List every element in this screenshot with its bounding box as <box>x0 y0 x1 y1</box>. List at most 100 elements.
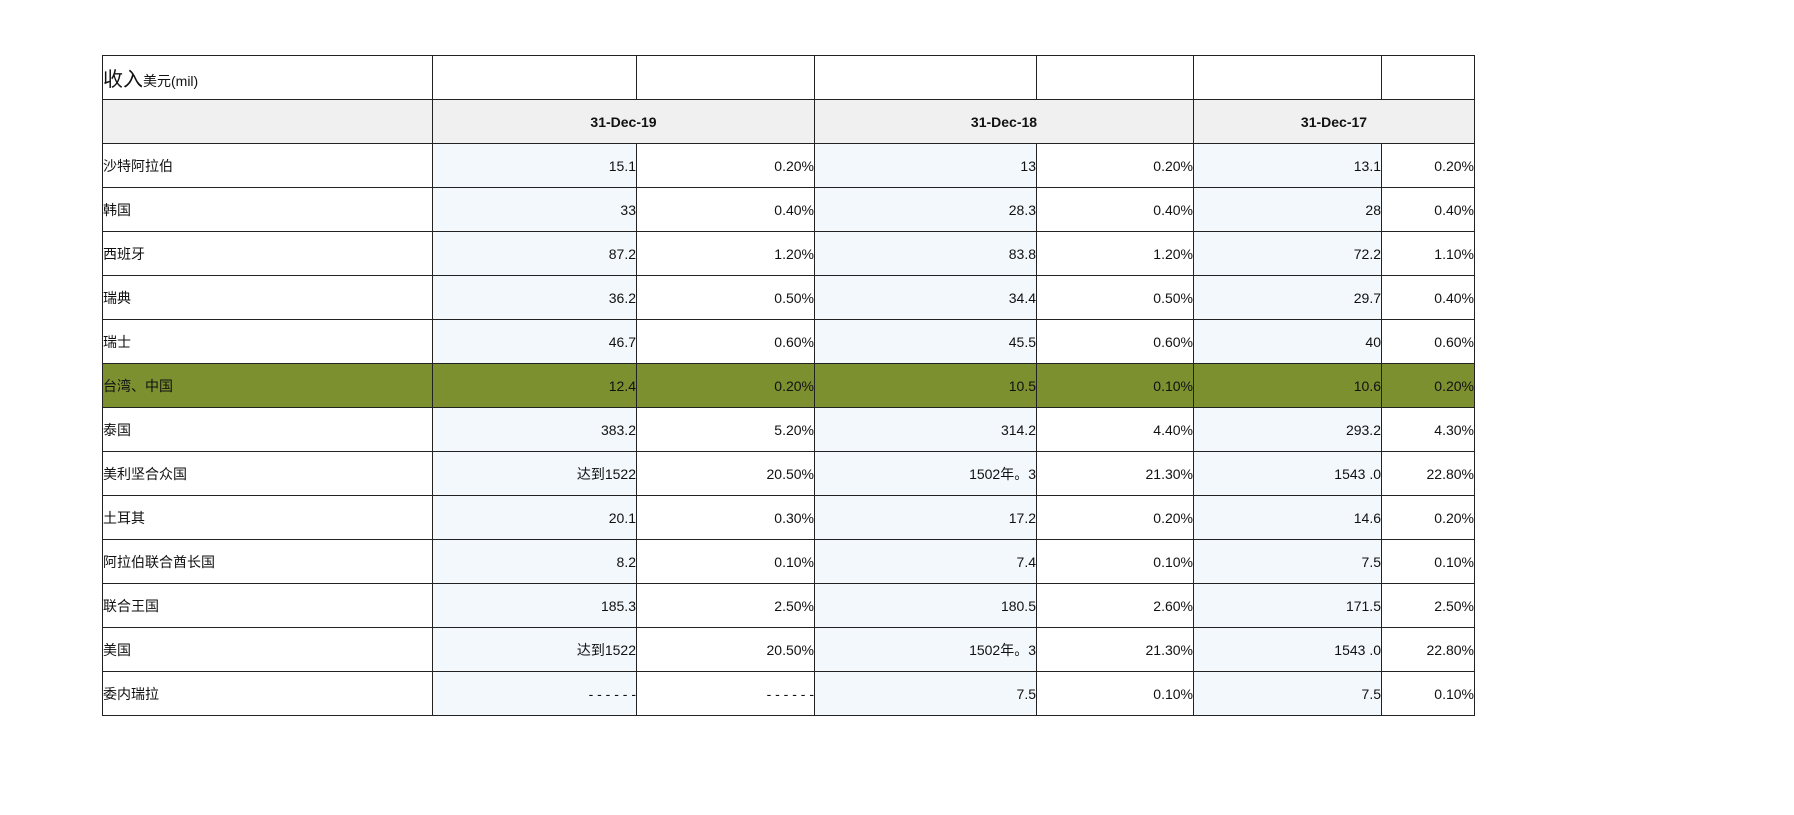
percent-cell[interactable]: 0.10% <box>1381 671 1475 716</box>
period-header-2017[interactable]: 31-Dec-17 <box>1193 99 1475 144</box>
percent-cell[interactable]: 1.10% <box>1381 231 1475 276</box>
country-cell[interactable]: 联合王国 <box>102 583 433 628</box>
value-cell[interactable]: 28.3 <box>814 187 1037 232</box>
value-cell[interactable]: 36.2 <box>432 275 637 320</box>
percent-cell[interactable]: 2.50% <box>1381 583 1475 628</box>
percent-cell[interactable]: 0.60% <box>1036 319 1194 364</box>
percent-cell[interactable]: 0.20% <box>1381 363 1475 408</box>
country-cell[interactable]: 委内瑞拉 <box>102 671 433 716</box>
percent-cell[interactable]: 0.10% <box>1036 671 1194 716</box>
value-cell[interactable]: 185.3 <box>432 583 637 628</box>
country-cell[interactable]: 阿拉伯联合酋长国 <box>102 539 433 584</box>
percent-cell[interactable]: 20.50% <box>636 451 815 496</box>
percent-cell[interactable]: 0.50% <box>1036 275 1194 320</box>
value-cell[interactable]: 383.2 <box>432 407 637 452</box>
table-title[interactable]: 收入美元(mil) <box>102 55 433 100</box>
percent-cell[interactable]: 5.20% <box>636 407 815 452</box>
value-cell[interactable]: 达到1522 <box>432 627 637 672</box>
empty-cell[interactable] <box>1381 55 1475 100</box>
percent-cell[interactable]: 20.50% <box>636 627 815 672</box>
country-cell[interactable]: 沙特阿拉伯 <box>102 143 433 188</box>
percent-cell[interactable]: 0.10% <box>1036 539 1194 584</box>
empty-cell[interactable] <box>1193 55 1382 100</box>
value-cell[interactable]: 14.6 <box>1193 495 1382 540</box>
value-cell[interactable]: 1502年。3 <box>814 627 1037 672</box>
empty-cell[interactable] <box>636 55 815 100</box>
value-cell[interactable]: 180.5 <box>814 583 1037 628</box>
percent-cell[interactable]: 21.30% <box>1036 627 1194 672</box>
value-cell[interactable]: 7.5 <box>1193 539 1382 584</box>
percent-cell[interactable]: 4.30% <box>1381 407 1475 452</box>
header-empty-cell[interactable] <box>102 99 433 144</box>
value-cell[interactable]: 12.4 <box>432 363 637 408</box>
value-cell[interactable]: 293.2 <box>1193 407 1382 452</box>
percent-cell[interactable]: 0.50% <box>636 275 815 320</box>
value-cell[interactable]: 28 <box>1193 187 1382 232</box>
value-cell[interactable]: 33 <box>432 187 637 232</box>
percent-cell[interactable]: 0.20% <box>1381 495 1475 540</box>
value-cell[interactable]: 83.8 <box>814 231 1037 276</box>
period-header-2018[interactable]: 31-Dec-18 <box>814 99 1194 144</box>
percent-cell[interactable]: 2.50% <box>636 583 815 628</box>
value-cell[interactable]: 1543 .0 <box>1193 627 1382 672</box>
value-cell[interactable]: 7.5 <box>1193 671 1382 716</box>
percent-cell[interactable]: 0.30% <box>636 495 815 540</box>
value-cell[interactable]: 314.2 <box>814 407 1037 452</box>
percent-cell[interactable]: 0.60% <box>1381 319 1475 364</box>
country-cell[interactable]: 土耳其 <box>102 495 433 540</box>
percent-cell[interactable]: 0.10% <box>1381 539 1475 584</box>
percent-cell[interactable]: 2.60% <box>1036 583 1194 628</box>
country-cell[interactable]: 瑞典 <box>102 275 433 320</box>
percent-cell[interactable]: 22.80% <box>1381 627 1475 672</box>
value-cell[interactable]: 10.5 <box>814 363 1037 408</box>
value-cell[interactable]: 13 <box>814 143 1037 188</box>
value-cell[interactable]: 46.7 <box>432 319 637 364</box>
value-cell[interactable]: 20.1 <box>432 495 637 540</box>
percent-cell[interactable]: 0.40% <box>1381 187 1475 232</box>
value-cell[interactable]: 29.7 <box>1193 275 1382 320</box>
value-cell[interactable]: 10.6 <box>1193 363 1382 408</box>
percent-cell[interactable]: 0.40% <box>1036 187 1194 232</box>
value-cell[interactable]: 8.2 <box>432 539 637 584</box>
country-cell[interactable]: 台湾、中国 <box>102 363 433 408</box>
value-cell[interactable]: 72.2 <box>1193 231 1382 276</box>
value-cell[interactable]: 17.2 <box>814 495 1037 540</box>
country-cell[interactable]: 西班牙 <box>102 231 433 276</box>
percent-cell[interactable]: 0.20% <box>1381 143 1475 188</box>
percent-cell[interactable]: 0.20% <box>636 143 815 188</box>
percent-cell[interactable]: 4.40% <box>1036 407 1194 452</box>
percent-cell[interactable]: 0.10% <box>1036 363 1194 408</box>
percent-cell[interactable]: 1.20% <box>636 231 815 276</box>
country-cell[interactable]: 美国 <box>102 627 433 672</box>
country-cell[interactable]: 瑞士 <box>102 319 433 364</box>
value-cell[interactable]: 40 <box>1193 319 1382 364</box>
value-cell[interactable]: 1543 .0 <box>1193 451 1382 496</box>
percent-cell[interactable]: 0.40% <box>1381 275 1475 320</box>
percent-cell[interactable]: 0.10% <box>636 539 815 584</box>
value-cell[interactable]: 15.1 <box>432 143 637 188</box>
percent-cell[interactable]: 0.60% <box>636 319 815 364</box>
country-cell[interactable]: 泰国 <box>102 407 433 452</box>
percent-cell[interactable]: 0.20% <box>636 363 815 408</box>
value-cell[interactable]: 7.4 <box>814 539 1037 584</box>
value-cell[interactable]: 45.5 <box>814 319 1037 364</box>
percent-cell[interactable]: 0.20% <box>1036 495 1194 540</box>
percent-cell[interactable]: 21.30% <box>1036 451 1194 496</box>
value-cell[interactable]: 1502年。3 <box>814 451 1037 496</box>
value-cell[interactable]: 34.4 <box>814 275 1037 320</box>
empty-cell[interactable] <box>814 55 1037 100</box>
percent-cell[interactable]: 1.20% <box>1036 231 1194 276</box>
period-header-2019[interactable]: 31-Dec-19 <box>432 99 815 144</box>
value-cell[interactable]: - - - - - - <box>432 671 637 716</box>
country-cell[interactable]: 韩国 <box>102 187 433 232</box>
value-cell[interactable]: 171.5 <box>1193 583 1382 628</box>
value-cell[interactable]: 7.5 <box>814 671 1037 716</box>
percent-cell[interactable]: 0.40% <box>636 187 815 232</box>
value-cell[interactable]: 13.1 <box>1193 143 1382 188</box>
value-cell[interactable]: 87.2 <box>432 231 637 276</box>
percent-cell[interactable]: 22.80% <box>1381 451 1475 496</box>
empty-cell[interactable] <box>432 55 637 100</box>
empty-cell[interactable] <box>1036 55 1194 100</box>
percent-cell[interactable]: 0.20% <box>1036 143 1194 188</box>
value-cell[interactable]: 达到1522 <box>432 451 637 496</box>
